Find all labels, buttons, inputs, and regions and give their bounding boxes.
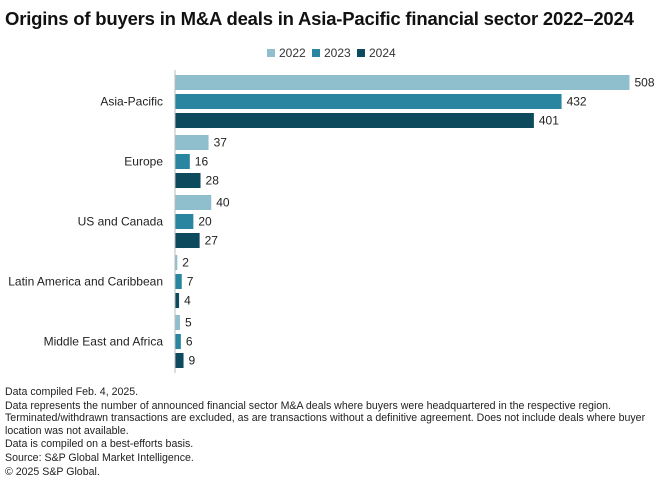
legend-swatch-2024 — [357, 49, 365, 57]
data-label-europe-2024: 28 — [206, 174, 220, 188]
data-label-europe-2022: 37 — [214, 136, 228, 150]
footnote-source: Source: S&P Global Market Intelligence. — [5, 451, 194, 464]
bar-us-and-canada-2023 — [175, 214, 194, 229]
legend-label-2022: 2022 — [279, 46, 306, 60]
bar-europe-2022 — [175, 135, 209, 150]
category-label-middle-east-and-africa: Middle East and Africa — [44, 335, 164, 349]
category-label-latin-america-and-caribbean: Latin America and Caribbean — [8, 275, 163, 289]
legend-label-2023: 2023 — [324, 46, 351, 60]
data-label-middle-east-and-africa-2023: 6 — [186, 335, 193, 349]
legend-swatch-2023 — [312, 49, 320, 57]
category-label-asia-pacific: Asia-Pacific — [100, 95, 163, 109]
data-label-latin-america-and-caribbean-2024: 4 — [184, 294, 191, 308]
data-label-us-and-canada-2022: 40 — [216, 196, 230, 210]
bar-us-and-canada-2024 — [175, 233, 200, 248]
bar-middle-east-and-africa-2022 — [175, 315, 180, 330]
data-label-us-and-canada-2024: 27 — [205, 234, 219, 248]
data-label-asia-pacific-2023: 432 — [567, 95, 587, 109]
legend-item-2023: 2023 — [312, 46, 351, 60]
data-label-latin-america-and-caribbean-2023: 7 — [187, 275, 194, 289]
footnote-basis: Data is compiled on a best-efforts basis… — [5, 438, 194, 451]
data-label-middle-east-and-africa-2024: 9 — [189, 354, 196, 368]
data-label-asia-pacific-2022: 508 — [635, 76, 655, 90]
bar-latin-america-and-caribbean-2022 — [175, 255, 178, 270]
data-label-latin-america-and-caribbean-2022: 2 — [182, 256, 189, 270]
bar-chart: Asia-Pacific 508 432 401 Europe 37 16 28 US and … — [8, 70, 655, 373]
footnote-copyright: © 2025 S&P Global. — [5, 465, 100, 478]
chart-title: Origins of buyers in M&A deals in Asia-P… — [5, 8, 634, 29]
data-label-middle-east-and-africa-2022: 5 — [185, 316, 192, 330]
data-label-asia-pacific-2024: 401 — [539, 114, 559, 128]
legend-swatch-2022 — [267, 49, 275, 57]
bar-asia-pacific-2024 — [175, 113, 534, 128]
bar-middle-east-and-africa-2023 — [175, 334, 181, 349]
bar-middle-east-and-africa-2024 — [175, 353, 184, 368]
bar-asia-pacific-2022 — [175, 75, 630, 90]
category-label-europe: Europe — [124, 155, 163, 169]
legend-item-2024: 2024 — [357, 46, 396, 60]
bar-europe-2023 — [175, 154, 190, 169]
footnote-date: Data compiled Feb. 4, 2025. — [5, 386, 139, 398]
chart-footnotes: Data compiled Feb. 4, 2025. Data represe… — [5, 386, 653, 479]
bar-latin-america-and-caribbean-2024 — [175, 293, 180, 308]
category-label-us-and-canada: US and Canada — [78, 215, 164, 229]
bar-europe-2024 — [175, 173, 201, 188]
chart-legend: 2022 2023 2024 — [0, 46, 660, 64]
legend-label-2024: 2024 — [369, 46, 396, 60]
data-label-us-and-canada-2023: 20 — [198, 215, 212, 229]
bar-asia-pacific-2023 — [175, 94, 562, 109]
bar-us-and-canada-2022 — [175, 195, 212, 210]
bar-latin-america-and-caribbean-2023 — [175, 274, 182, 289]
data-label-europe-2023: 16 — [195, 155, 209, 169]
legend-item-2022: 2022 — [267, 46, 306, 60]
footnote-description: Data represents the number of announced … — [5, 399, 646, 437]
